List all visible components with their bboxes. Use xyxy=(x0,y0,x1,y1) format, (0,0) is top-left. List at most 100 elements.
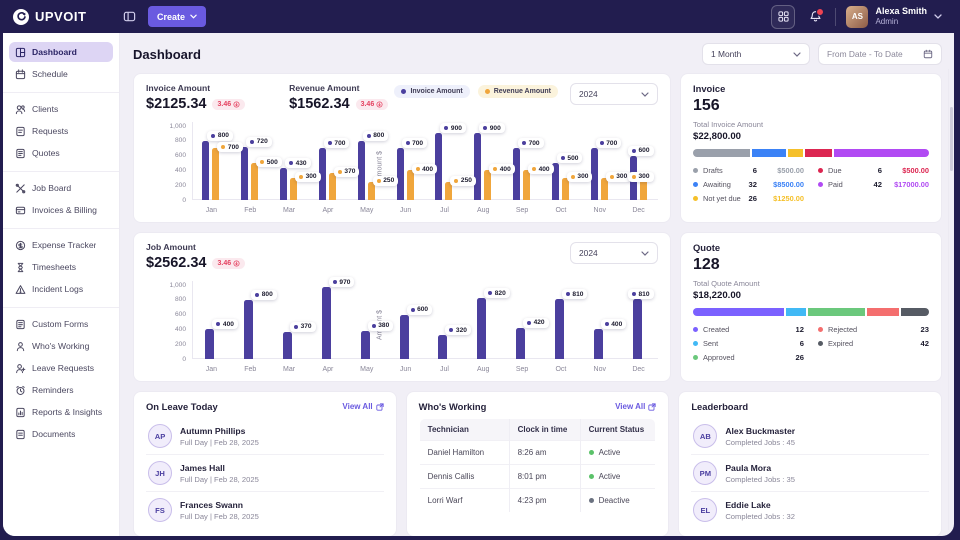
revenue-amount-bar[interactable] xyxy=(367,181,375,200)
sidebar-item-incident-logs[interactable]: Incident Logs xyxy=(9,279,113,299)
sidebar-item-label: Quotes xyxy=(32,148,60,158)
job-amount-bar[interactable] xyxy=(360,330,370,359)
year-select[interactable]: 2024 xyxy=(570,83,658,105)
person-name: Alex Buckmaster xyxy=(725,425,796,436)
legend-invoice-amount[interactable]: Invoice Amount xyxy=(394,85,470,98)
legend-count: 32 xyxy=(748,180,757,189)
revenue-amount-bar[interactable] xyxy=(484,170,492,200)
legend-amount: $1250.00 xyxy=(773,194,804,203)
table-row-dennis-callis[interactable]: Dennis Callis 8:01 pm Active xyxy=(419,464,656,489)
revenue-amount-bar[interactable] xyxy=(328,172,336,200)
period-select[interactable]: 1 Month xyxy=(702,43,810,65)
series-dot xyxy=(221,145,226,150)
job-amount-bar[interactable] xyxy=(438,335,448,359)
date-range-input[interactable]: From Date - To Date xyxy=(818,43,942,65)
list-item-frances-swann[interactable]: FS Frances Swann Full Day | Feb 28, 2025 xyxy=(146,491,384,528)
invoice-amount-bar[interactable] xyxy=(241,146,249,200)
revenue-amount-bar[interactable] xyxy=(406,170,414,200)
year-select[interactable]: 2024 xyxy=(570,242,658,264)
invoice-amount-bar[interactable] xyxy=(435,133,443,200)
legend-revenue-amount[interactable]: Revenue Amount xyxy=(477,85,558,98)
segment-not-yet-due xyxy=(788,149,804,157)
leaderboard-card: Leaderboard AB Alex Buckmaster Completed J… xyxy=(678,391,942,536)
list-item-paula-mora[interactable]: PM Paula Mora Completed Jobs : 35 xyxy=(691,454,929,491)
revenue-amount-bar[interactable] xyxy=(290,177,298,200)
sidebar-toggle-icon[interactable] xyxy=(120,8,138,26)
sidebar-item-reminders[interactable]: Reminders xyxy=(9,380,113,400)
series-dot xyxy=(289,161,294,166)
job-amount-bar[interactable] xyxy=(399,314,409,359)
series-dot xyxy=(337,169,342,174)
invoice-amount-bar[interactable] xyxy=(357,140,365,200)
series-dot xyxy=(332,280,337,285)
job-amount-bar[interactable] xyxy=(283,331,293,359)
invoice-amount-stat: Invoice Amount $2125.34 3.46 xyxy=(146,83,246,112)
revenue-amount-bar[interactable] xyxy=(639,177,647,200)
job-amount-bar[interactable] xyxy=(205,329,215,359)
scrollbar-track[interactable] xyxy=(948,69,954,530)
job-amount-bar[interactable] xyxy=(554,299,564,359)
list-item-alex-buckmaster[interactable]: AB Alex Buckmaster Completed Jobs : 45 xyxy=(691,418,929,454)
sidebar-item-job-board[interactable]: Job Board xyxy=(9,178,113,198)
revenue-amount-bar[interactable] xyxy=(523,170,531,200)
job-amount-bar[interactable] xyxy=(477,298,487,359)
job-amount-bar[interactable] xyxy=(516,327,526,359)
list-item-eddie-lake[interactable]: EL Eddie Lake Completed Jobs : 32 xyxy=(691,491,929,528)
invoice-amount-bar[interactable] xyxy=(202,140,210,200)
period-select-value: 1 Month xyxy=(711,49,742,59)
user-menu[interactable]: AS Alexa Smith Admin xyxy=(846,5,942,28)
series-dot xyxy=(299,174,304,179)
notifications-bell-icon[interactable] xyxy=(805,7,825,27)
job-amount-bar[interactable] xyxy=(321,287,331,359)
sidebar-item-schedule[interactable]: Schedule xyxy=(9,64,113,84)
quotes-icon xyxy=(15,148,26,159)
apps-icon[interactable] xyxy=(771,4,796,29)
sidebar-item-timesheets[interactable]: Timesheets xyxy=(9,257,113,277)
legend-item-drafts: Drafts 6 $500.00 xyxy=(693,166,804,175)
chevron-down-icon xyxy=(190,14,197,19)
list-item-autumn-phillips[interactable]: AP Autumn Phillips Full Day | Feb 28, 2025 xyxy=(146,418,384,454)
sidebar-item-clients[interactable]: Clients xyxy=(9,99,113,119)
sidebar-item-who-s-working[interactable]: Who's Working xyxy=(9,336,113,356)
series-dot xyxy=(250,139,255,144)
invoice-amount-bar[interactable] xyxy=(513,148,521,200)
y-axis-tick: 600 xyxy=(174,152,186,160)
revenue-amount-bar[interactable] xyxy=(445,181,453,200)
invoice-amount-bar[interactable] xyxy=(280,168,288,200)
invoice-amount-bar[interactable] xyxy=(590,148,598,200)
on-leave-view-all-link[interactable]: View All xyxy=(342,402,384,411)
x-axis-label: Jul xyxy=(439,207,449,214)
invoice-amount-bar[interactable] xyxy=(551,163,559,200)
table-row-lorri-warf[interactable]: Lorri Warf 4:23 pm Deactive xyxy=(419,488,656,512)
legend-count: 26 xyxy=(748,194,757,203)
invoice-amount-bar[interactable] xyxy=(474,133,482,200)
sidebar-item-dashboard[interactable]: Dashboard xyxy=(9,42,113,62)
status-badge: Deactive xyxy=(588,496,648,505)
sidebar-item-documents[interactable]: Documents xyxy=(9,424,113,444)
revenue-amount-bar[interactable] xyxy=(600,177,608,200)
job-amount-bar[interactable] xyxy=(632,299,642,359)
app-window: UPVOIT Create AS Alexa Smith Admin xyxy=(3,0,954,536)
revenue-amount-bar[interactable] xyxy=(251,163,259,200)
create-button[interactable]: Create xyxy=(148,6,207,27)
table-row-daniel-hamilton[interactable]: Daniel Hamilton 8:26 am Active xyxy=(419,440,656,465)
scrollbar-thumb[interactable] xyxy=(950,107,953,171)
clock-in-cell: 8:26 am xyxy=(508,440,581,465)
list-item-james-hall[interactable]: JH James Hall Full Day | Feb 28, 2025 xyxy=(146,454,384,491)
sidebar-item-custom-forms[interactable]: Custom Forms xyxy=(9,314,113,334)
invoice-amount-bar[interactable] xyxy=(318,148,326,200)
revenue-amount-bar[interactable] xyxy=(561,177,569,200)
sidebar-item-leave-requests[interactable]: Leave Requests xyxy=(9,358,113,378)
bar-value-label: 400 xyxy=(212,319,238,330)
whos-working-view-all-link[interactable]: View All xyxy=(615,402,656,411)
sidebar-item-reports-insights[interactable]: Reports & Insights xyxy=(9,402,113,422)
job-amount-bar[interactable] xyxy=(593,329,603,359)
sidebar-item-quotes[interactable]: Quotes xyxy=(9,143,113,163)
legend-item-not-yet-due: Not yet due 26 $1250.00 xyxy=(693,194,804,203)
job-amount-bar[interactable] xyxy=(244,299,254,359)
invoice-amount-bar[interactable] xyxy=(396,148,404,200)
sidebar-item-invoices-billing[interactable]: Invoices & Billing xyxy=(9,200,113,220)
sidebar-item-expense-tracker[interactable]: Expense Tracker xyxy=(9,235,113,255)
revenue-amount-bar[interactable] xyxy=(212,148,220,200)
sidebar-item-requests[interactable]: Requests xyxy=(9,121,113,141)
